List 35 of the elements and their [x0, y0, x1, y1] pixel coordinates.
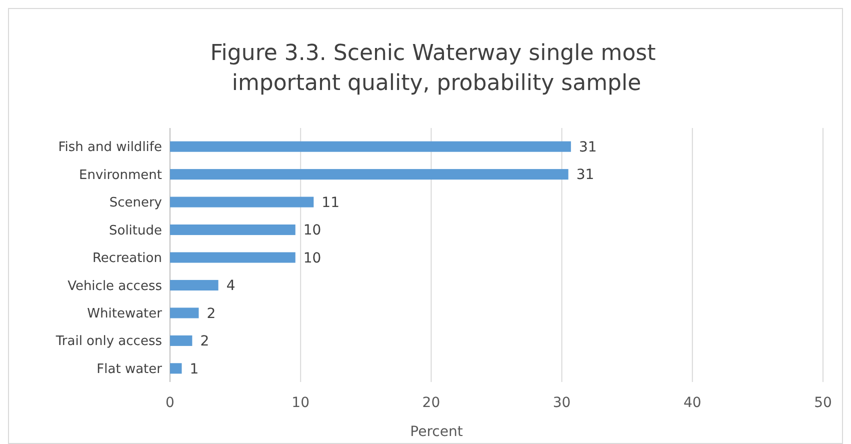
- bar: [170, 196, 314, 208]
- data-label: 10: [303, 250, 322, 266]
- bar: [170, 308, 199, 318]
- data-label: 2: [206, 306, 216, 322]
- y-tick-label: Whitewater: [87, 306, 163, 322]
- y-tick-label: Recreation: [92, 251, 162, 266]
- bar: [170, 141, 571, 152]
- x-tick-label: 30: [552, 395, 571, 411]
- x-tick-label: 10: [292, 395, 310, 411]
- y-tick-label: Fish and wildlife: [58, 140, 162, 156]
- data-label: 11: [322, 194, 340, 211]
- data-label: 1: [190, 361, 199, 378]
- data-label: 10: [303, 222, 322, 239]
- y-tick-label: Solitude: [108, 223, 162, 238]
- y-tick-label: Scenery: [109, 196, 162, 211]
- chart-title: Figure 3.3. Scenic Waterway single most important quality, probability sample: [210, 41, 663, 96]
- bar: [170, 335, 192, 346]
- data-label: 4: [226, 278, 236, 294]
- x-tick-label: 20: [422, 395, 440, 411]
- x-axis-title: Percent: [410, 424, 464, 440]
- y-tick-label: Trail only access: [54, 334, 162, 350]
- data-label: 31: [576, 167, 594, 184]
- y-tick-label: Vehicle access: [68, 278, 162, 294]
- data-label: 31: [578, 139, 597, 156]
- bar: [170, 169, 568, 180]
- data-label: 2: [200, 334, 210, 350]
- bar: [170, 252, 296, 263]
- y-tick-label: Environment: [78, 168, 162, 183]
- x-tick-label: 50: [814, 395, 832, 411]
- bar: [170, 224, 296, 236]
- x-tick-label: 40: [683, 395, 702, 411]
- bar: [170, 363, 182, 374]
- x-tick-label: 0: [166, 395, 174, 411]
- y-tick-label: Flat water: [96, 362, 163, 377]
- bar: [170, 280, 218, 290]
